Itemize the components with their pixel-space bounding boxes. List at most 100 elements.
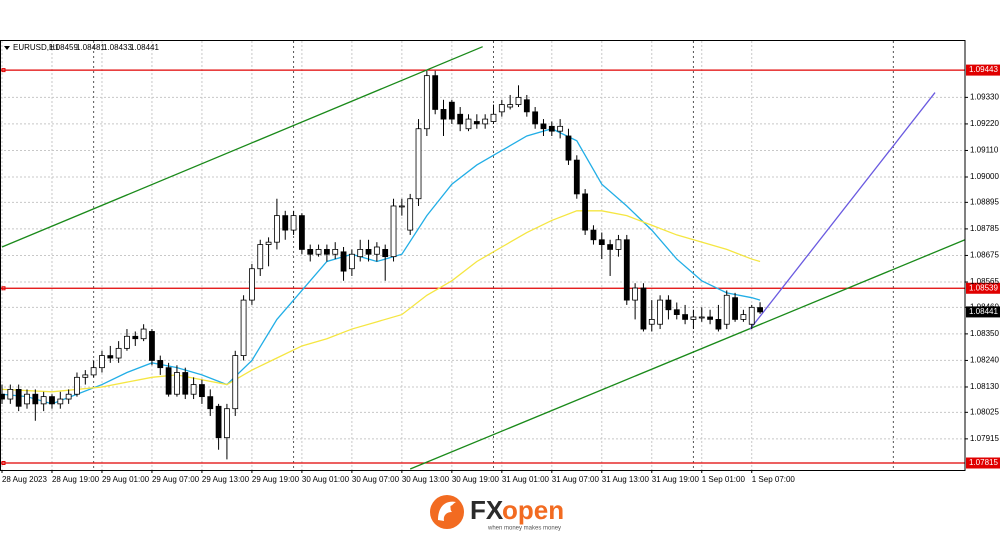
logo-prefix: FX: [470, 495, 504, 525]
candle-body: [690, 316, 697, 320]
candle-body: [682, 314, 688, 320]
candle-body: [707, 316, 713, 320]
candle-body: [340, 251, 347, 272]
candle-body: [298, 215, 305, 250]
candle-body: [49, 396, 55, 405]
header-close: 1.08441: [130, 43, 159, 52]
candle-layer: [0, 70, 763, 460]
candle-body: [423, 75, 430, 130]
candle-body: [665, 299, 672, 311]
logo-suffix: open: [502, 495, 564, 525]
candle-body: [190, 384, 197, 395]
header-high: 1.08481: [76, 43, 105, 52]
logo-tagline: when money makes money: [487, 526, 561, 532]
candle-body: [249, 268, 255, 301]
candle-body: [590, 229, 597, 241]
logo-icon-eye: [450, 505, 454, 509]
candle-body: [757, 307, 763, 313]
candle-body: [199, 384, 205, 398]
candle-body: [415, 128, 422, 200]
candle-body: [490, 113, 497, 122]
candle-body: [232, 355, 239, 410]
candle-body: [332, 249, 339, 255]
candle-body: [523, 99, 530, 113]
candle-body: [582, 193, 589, 231]
candle-body: [398, 205, 405, 208]
candle-body: [540, 123, 547, 130]
candle-body: [673, 309, 680, 315]
logo: FX open when money makes money: [430, 495, 564, 532]
candle-body: [432, 75, 439, 110]
y-tick-label: 1.08565: [970, 277, 999, 286]
x-tick-label: 29 Aug 07:00: [152, 475, 200, 484]
candle-body: [390, 205, 397, 258]
candle-body: [165, 367, 172, 395]
x-tick-label: 28 Aug 2023: [2, 475, 47, 484]
candle-body: [124, 335, 130, 349]
candle-body: [532, 111, 539, 125]
candle-body: [323, 249, 330, 255]
candle-body: [515, 96, 522, 106]
candle-body: [482, 118, 489, 125]
x-tick-label: 31 Aug 01:00: [502, 475, 550, 484]
level-label-bg: [966, 457, 1000, 469]
axis-layer: 1.09330 1.09220 1.09110 1.09000 1.08895 1.087…: [1, 92, 1000, 484]
y-tick-label: 1.08025: [970, 407, 999, 416]
y-tick-label: 1.09220: [970, 119, 999, 128]
y-tick-label: 1.09000: [970, 172, 999, 181]
price-label-bg: [966, 306, 1000, 318]
trend-line: [1, 46, 483, 248]
candle-body: [407, 198, 414, 231]
x-tick-label: 30 Aug 13:00: [402, 475, 450, 484]
candle-body: [648, 319, 655, 325]
x-tick-label: 31 Aug 19:00: [652, 475, 700, 484]
x-tick-label: 1 Sep 01:00: [702, 475, 746, 484]
candle-body: [174, 372, 180, 395]
candle-body: [307, 249, 314, 255]
candle-body: [698, 316, 705, 319]
candle-body: [607, 244, 614, 250]
candle-body: [99, 355, 105, 369]
candle-body: [715, 319, 722, 330]
candle-body: [149, 331, 155, 361]
candle-body: [182, 372, 189, 395]
x-tick-label: 29 Aug 01:00: [102, 475, 150, 484]
candle-body: [465, 118, 472, 130]
candle-body: [373, 246, 380, 255]
x-tick-label: 29 Aug 19:00: [252, 475, 300, 484]
candle-body: [90, 367, 97, 376]
candle-body: [115, 347, 122, 359]
menu-triangle: [4, 46, 10, 50]
x-tick-label: 30 Aug 07:00: [352, 475, 400, 484]
level-label: 1.07815: [969, 458, 998, 467]
candle-body: [315, 249, 322, 255]
y-tick-label: 1.09330: [970, 92, 999, 101]
candle-body: [640, 287, 647, 330]
price-label: 1.08441: [969, 307, 998, 316]
candle-body: [440, 109, 447, 120]
x-tick-label: 31 Aug 13:00: [602, 475, 650, 484]
moving-average: [1, 128, 761, 405]
candle-body: [15, 388, 22, 407]
grid-layer: [0, 41, 965, 470]
candle-body: [107, 355, 114, 359]
symbol: EURUSD,H1: [13, 43, 60, 52]
candle-body: [548, 125, 555, 132]
plot-frame: [0, 40, 966, 471]
y-tick-label: 1.08130: [970, 382, 999, 391]
candle-body: [32, 393, 39, 405]
candle-body: [598, 239, 605, 245]
candle-body: [632, 287, 639, 301]
level-anchor: [1, 68, 6, 73]
level-label-bg: [966, 64, 1000, 76]
candle-body: [40, 396, 47, 405]
level-anchor: [1, 286, 6, 291]
candle-body: [365, 249, 372, 255]
candle-body: [348, 253, 355, 270]
x-tick-label: 30 Aug 19:00: [452, 475, 500, 484]
header-open: 1.08459: [49, 43, 78, 52]
trend-line: [749, 92, 936, 330]
candle-body: [74, 376, 80, 395]
candle-body: [507, 104, 514, 108]
